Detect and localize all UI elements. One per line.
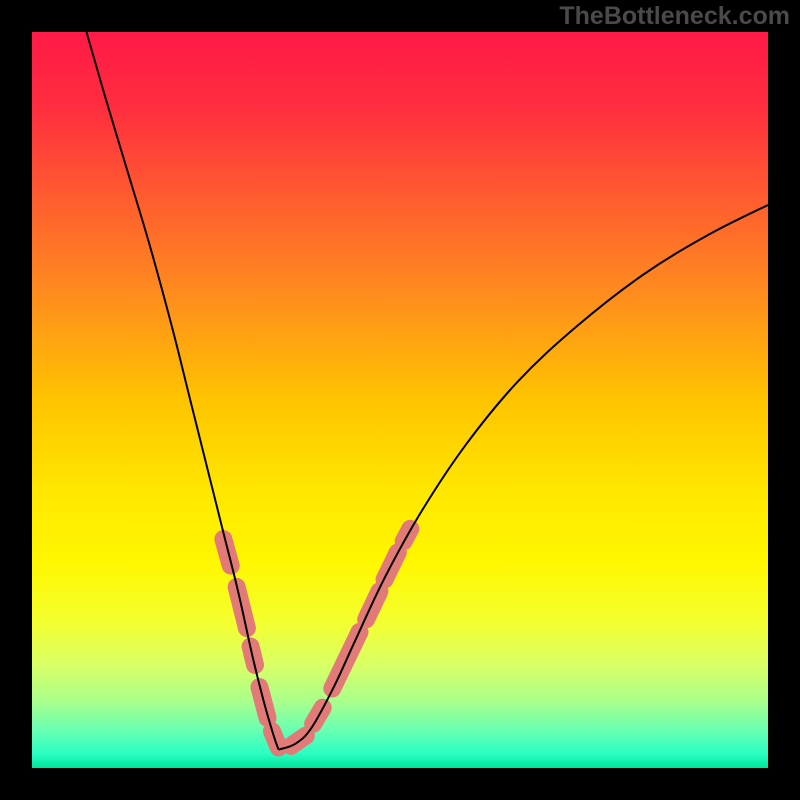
watermark-text: TheBottleneck.com [559,2,790,31]
marker-strips [223,529,410,748]
plot-area [32,32,768,768]
chart-curves [32,32,768,768]
left-curve [86,32,278,750]
marker-segment [366,591,379,619]
